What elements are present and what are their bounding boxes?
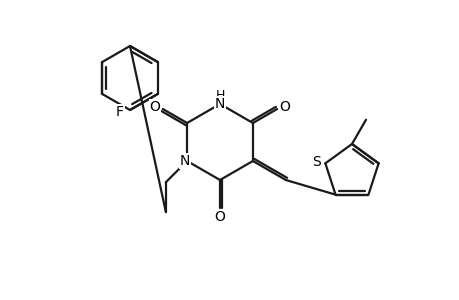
Text: N: N <box>179 154 190 168</box>
Text: O: O <box>214 210 225 224</box>
Text: H: H <box>215 88 224 101</box>
Text: O: O <box>279 100 290 114</box>
Text: F: F <box>116 105 124 119</box>
Text: N: N <box>214 97 225 111</box>
Text: O: O <box>149 100 160 114</box>
Text: S: S <box>311 155 320 169</box>
